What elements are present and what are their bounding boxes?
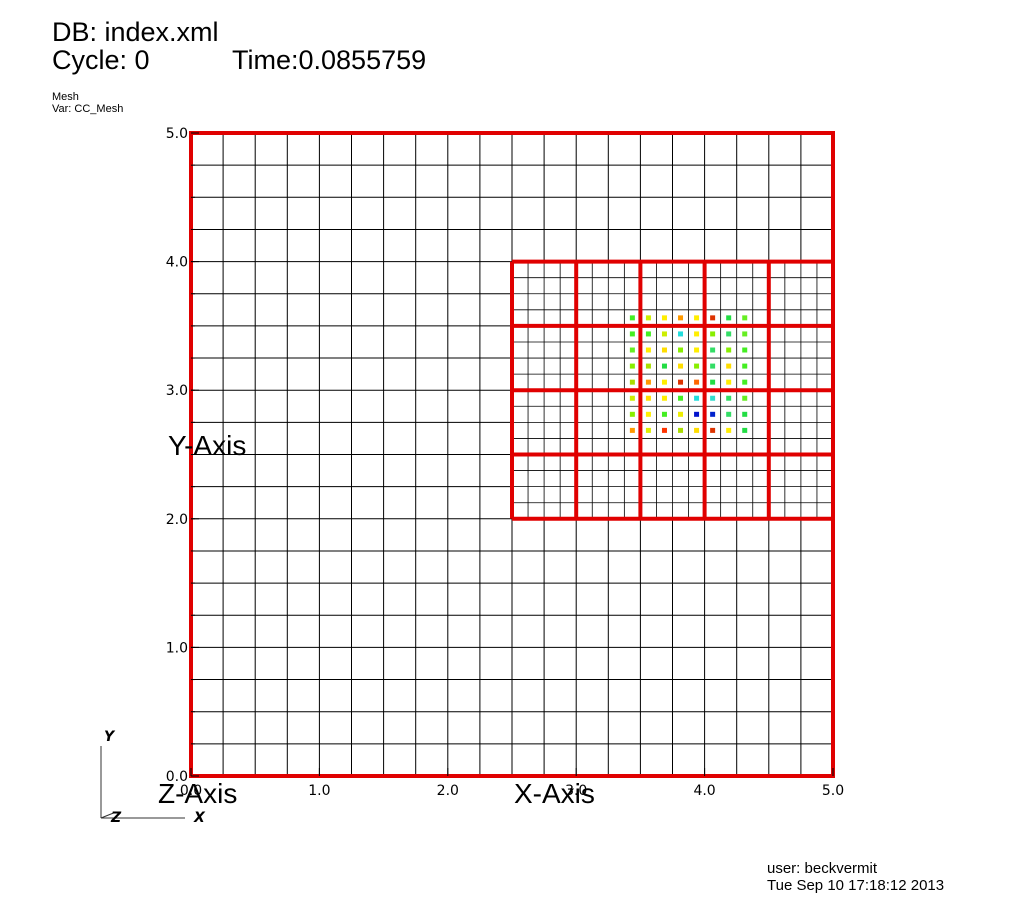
x-tick-label: 1.0 (308, 783, 330, 799)
plot-name-label: Mesh (52, 91, 79, 103)
cell-point (710, 347, 716, 353)
cell-point (694, 347, 700, 353)
cell-point (678, 363, 684, 369)
cell-point (710, 395, 716, 401)
cell-point (678, 379, 684, 385)
cell-point (629, 363, 635, 369)
cell-point (661, 331, 667, 337)
user-label: user: beckvermit (767, 860, 878, 877)
cell-point (726, 331, 732, 337)
cell-point (710, 427, 716, 433)
y-tick-label: 3.0 (166, 383, 188, 399)
cell-point (645, 379, 651, 385)
cell-point (726, 427, 732, 433)
cell-point (645, 427, 651, 433)
x-tick-label: 5.0 (822, 783, 844, 799)
cell-point (629, 331, 635, 337)
cell-point (629, 347, 635, 353)
cell-point (678, 347, 684, 353)
x-axis-title: X-Axis (514, 778, 595, 809)
cell-point (629, 315, 635, 321)
cell-point (661, 363, 667, 369)
axis-triad: Y X Z (100, 729, 206, 826)
cell-point (726, 347, 732, 353)
y-tick-label: 5.0 (166, 126, 188, 142)
variable-label: Var: CC_Mesh (52, 103, 124, 115)
y-axis-title: Y-Axis (168, 430, 246, 461)
y-tick-label: 2.0 (166, 512, 188, 528)
x-tick-label: 3.0 (565, 783, 587, 799)
cell-point (678, 315, 684, 321)
cell-point (629, 395, 635, 401)
axis-ticks: 0.0 1.0 2.0 3.0 4.0 5.0 0.0 1.0 2.0 3.0 4.0 5.0 (166, 126, 844, 799)
cell-point (629, 427, 635, 433)
cell-point (742, 427, 748, 433)
cell-point (645, 331, 651, 337)
cell-point (661, 411, 667, 417)
cell-point (742, 331, 748, 337)
cell-point (645, 395, 651, 401)
cell-point (710, 331, 716, 337)
cycle-label: Cycle: 0 (52, 45, 150, 75)
cell-point (694, 331, 700, 337)
cell-point (742, 395, 748, 401)
cell-point (661, 347, 667, 353)
cell-point (645, 347, 651, 353)
cell-point (678, 411, 684, 417)
cell-point (645, 411, 651, 417)
cell-point (726, 379, 732, 385)
x-tick-label: 2.0 (437, 783, 459, 799)
y-tick-label: 1.0 (166, 640, 188, 656)
cell-point (678, 331, 684, 337)
cell-point (742, 379, 748, 385)
cell-point (694, 411, 700, 417)
cell-point (726, 395, 732, 401)
cell-point (694, 427, 700, 433)
cell-point (742, 347, 748, 353)
cell-point (726, 315, 732, 321)
cell-point (629, 379, 635, 385)
y-tick-label: 4.0 (166, 255, 188, 271)
triad-x-label: X (193, 810, 206, 826)
cell-point (694, 363, 700, 369)
cell-point (694, 379, 700, 385)
cell-point (645, 315, 651, 321)
cell-point (710, 379, 716, 385)
cell-point (694, 395, 700, 401)
cell-point (742, 411, 748, 417)
y-tick-label: 0.0 (166, 769, 188, 785)
time-label: Time:0.0855759 (232, 45, 427, 75)
triad-z-label: Z (110, 810, 122, 826)
x-tick-label: 0.0 (180, 783, 202, 799)
cell-point (710, 363, 716, 369)
cell-point (661, 427, 667, 433)
cell-point (678, 427, 684, 433)
x-tick-label: 4.0 (693, 783, 715, 799)
cell-point (661, 395, 667, 401)
cell-point (694, 315, 700, 321)
date-label: Tue Sep 10 17:18:12 2013 (767, 877, 945, 894)
triad-y-label: Y (104, 729, 116, 745)
cell-point (629, 411, 635, 417)
cell-point (661, 315, 667, 321)
cell-point (726, 411, 732, 417)
z-axis-title: Z-Axis (158, 778, 237, 809)
cell-point (661, 379, 667, 385)
cell-point (645, 363, 651, 369)
cell-point (742, 315, 748, 321)
database-title: DB: index.xml (52, 17, 219, 47)
cell-point (742, 363, 748, 369)
cell-points (629, 315, 748, 433)
cell-point (710, 315, 716, 321)
cell-point (726, 363, 732, 369)
cell-point (678, 395, 684, 401)
cell-point (710, 411, 716, 417)
